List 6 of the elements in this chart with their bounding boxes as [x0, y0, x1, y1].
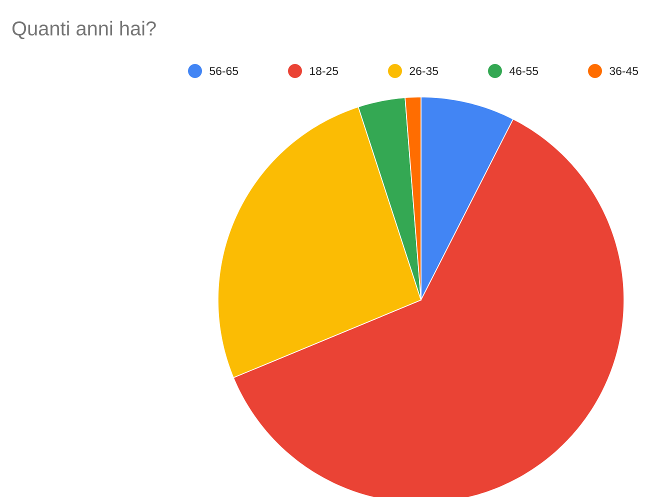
- legend-label: 18-25: [310, 66, 338, 76]
- chart-title: Quanti anni hai?: [12, 20, 156, 40]
- legend-label: 36-45: [610, 66, 638, 76]
- legend-label: 46-55: [509, 66, 538, 76]
- legend-label: 26-35: [410, 66, 438, 76]
- legend-label: 56-65: [210, 66, 238, 76]
